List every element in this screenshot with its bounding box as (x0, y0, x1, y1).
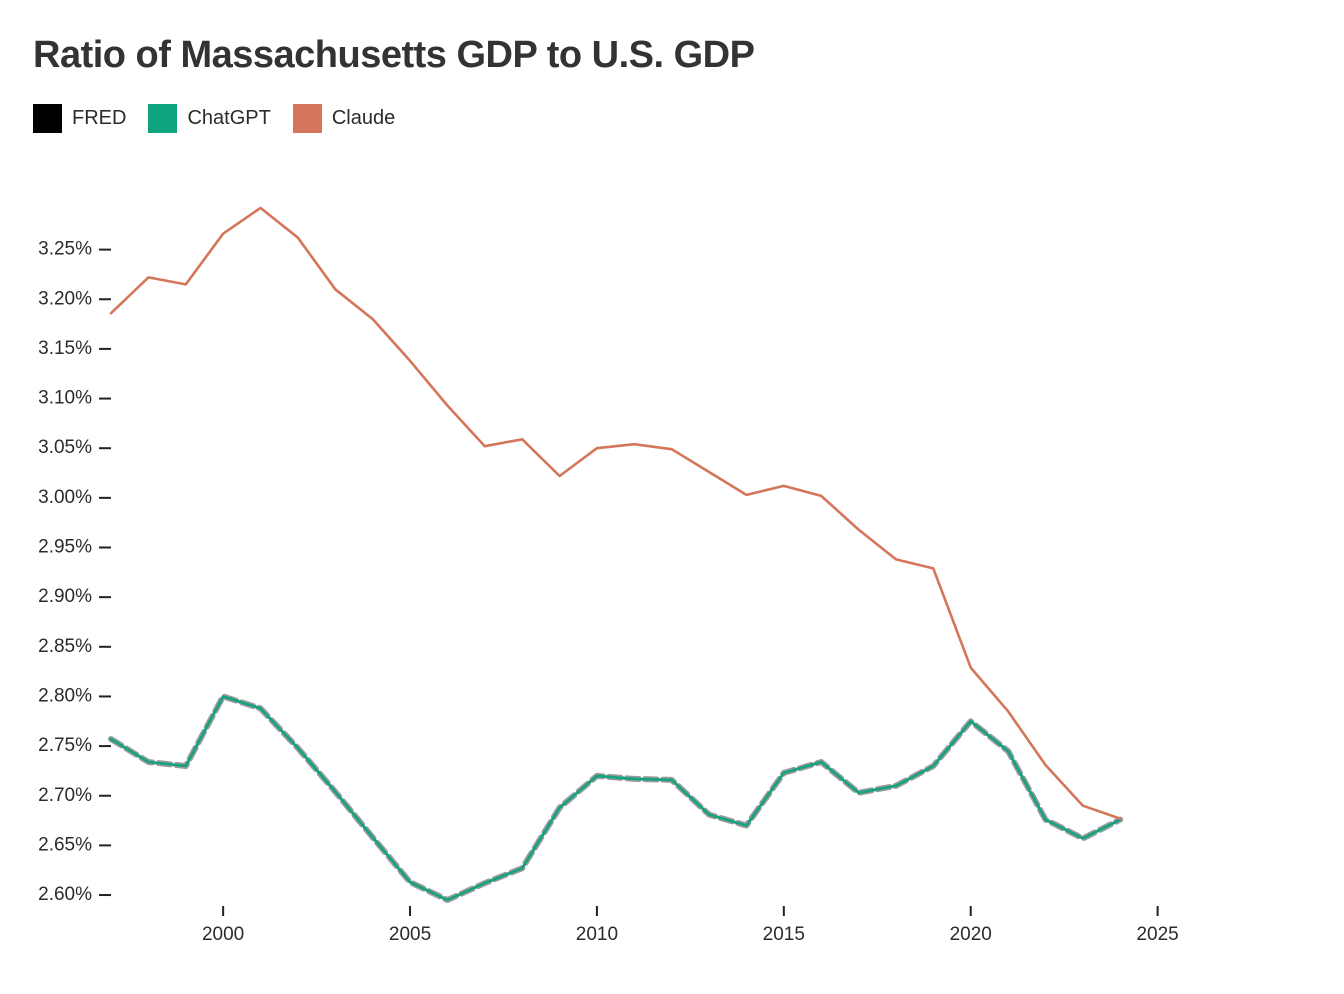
x-tick-label: 2015 (763, 924, 805, 945)
y-tick-label: 2.65% (38, 834, 92, 855)
series-line-chatgpt (109, 695, 1122, 902)
x-tick-label: 2005 (389, 924, 431, 945)
series-layer (108, 206, 1124, 903)
y-axis: 2.60% 2.65% 2.70% 2.75% 2.80% 2.85% 2.90% 2.95%… (38, 239, 111, 905)
y-tick-label: 2.95% (38, 537, 92, 558)
y-tick-label: 2.70% (38, 785, 92, 806)
y-tick-label: 3.25% (38, 239, 92, 260)
legend-swatch-fred (33, 104, 62, 133)
x-tick-label: 2000 (202, 924, 244, 945)
legend-item-fred[interactable]: FRED (33, 104, 126, 133)
x-tick-label: 2025 (1136, 924, 1178, 945)
x-axis: 2000 2005 2010 2015 2020 2025 (202, 906, 1179, 945)
legend-label-claude: Claude (331, 107, 396, 129)
y-tick-label: 2.85% (38, 636, 92, 657)
chart-title: Ratio of Massachusetts GDP to U.S. GDP (33, 34, 755, 76)
legend-swatch-chatgpt (148, 104, 178, 133)
legend-label-chatgpt: ChatGPT (187, 107, 271, 129)
y-tick-label: 2.80% (38, 685, 92, 706)
series-line-fred (108, 693, 1124, 903)
x-tick-label: 2010 (576, 924, 618, 945)
legend-item-claude[interactable]: Claude (292, 104, 396, 133)
y-tick-label: 3.00% (38, 487, 92, 508)
legend-item-chatgpt[interactable]: ChatGPT (148, 104, 271, 133)
y-tick-label: 2.60% (38, 884, 92, 905)
legend: FRED ChatGPT Claude (33, 104, 395, 133)
y-tick-label: 3.05% (38, 437, 92, 458)
y-tick-label: 3.20% (38, 288, 92, 309)
y-tick-label: 3.15% (38, 338, 92, 359)
y-tick-label: 3.10% (38, 388, 92, 409)
legend-label-fred: FRED (72, 107, 127, 129)
series-line-claude (109, 206, 1122, 820)
y-tick-label: 2.90% (38, 586, 92, 607)
y-tick-label: 2.75% (38, 735, 92, 756)
x-tick-label: 2020 (950, 924, 992, 945)
legend-swatch-claude (292, 104, 322, 133)
